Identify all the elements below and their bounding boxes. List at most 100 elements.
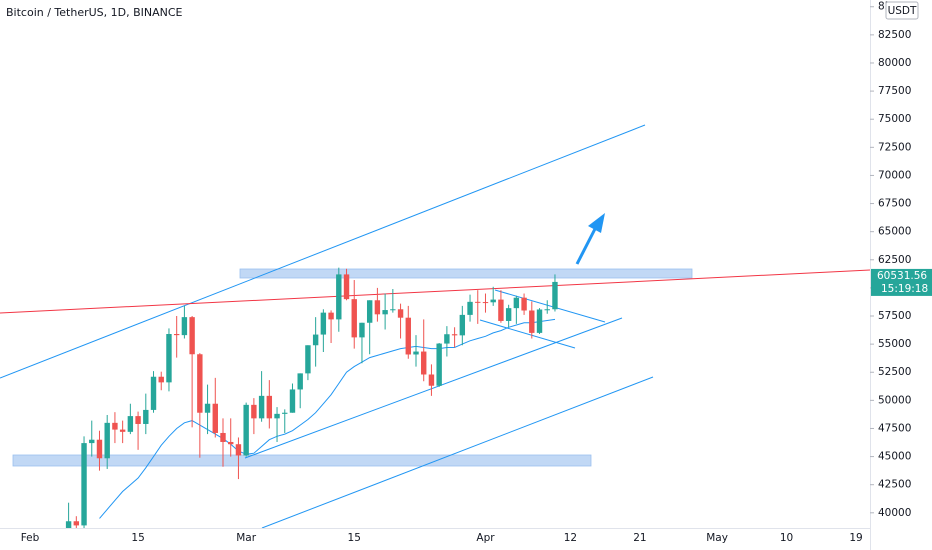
countdown: 15:19:18 xyxy=(881,283,928,295)
arrow-shaft xyxy=(575,224,599,265)
y-tick-label: 72500 xyxy=(878,141,911,153)
candle-body xyxy=(228,441,234,445)
candle-body xyxy=(150,376,157,410)
y-tick-label: 50000 xyxy=(878,394,911,406)
x-tick-label: 15 xyxy=(131,532,144,544)
candle-body xyxy=(529,310,535,333)
y-tick-label: 45000 xyxy=(878,451,911,463)
candle-body xyxy=(135,416,141,424)
candle-body xyxy=(305,345,311,374)
candle-body xyxy=(166,334,172,383)
wedge-upper xyxy=(494,289,606,323)
candle-body xyxy=(405,317,411,355)
candle-body xyxy=(366,300,373,323)
candle-body xyxy=(374,300,381,315)
candle-body xyxy=(197,354,203,413)
y-tick-label: 65000 xyxy=(878,226,911,238)
y-tick-label: 70000 xyxy=(878,169,911,181)
candle-body xyxy=(173,334,180,336)
x-tick-label: 19 xyxy=(849,532,862,544)
candle-body xyxy=(81,443,87,526)
x-tick-label: 21 xyxy=(633,532,646,544)
candle-body xyxy=(505,308,512,321)
candle-body xyxy=(351,299,357,338)
series xyxy=(65,267,558,528)
y-tick-label: 47500 xyxy=(878,422,911,434)
x-tick-label: 10 xyxy=(780,532,793,544)
candle-body xyxy=(89,439,95,444)
candle-body xyxy=(513,297,520,309)
candle-body xyxy=(297,373,303,390)
candle-body xyxy=(127,416,134,432)
chart-title: Bitcoin / TetherUS, 1D, BINANCE xyxy=(6,6,183,19)
last-price: 60531.56 xyxy=(877,270,927,282)
candle-body xyxy=(359,322,365,338)
channel-middle xyxy=(244,317,623,459)
candle-body xyxy=(390,309,396,311)
candle-body xyxy=(119,429,126,432)
candle-body xyxy=(73,521,80,526)
candle-body xyxy=(143,409,149,424)
x-tick-label: May xyxy=(706,532,728,544)
candle-body xyxy=(258,395,265,419)
y-tick-label: 75000 xyxy=(878,113,911,125)
candle-body xyxy=(382,310,388,315)
y-tick-label: 52500 xyxy=(878,366,911,378)
candle-body xyxy=(104,422,110,459)
candle-body xyxy=(428,374,435,386)
red-trendline xyxy=(0,269,870,314)
candle-body xyxy=(266,395,273,419)
candle-body xyxy=(336,274,342,320)
x-tick-label: Mar xyxy=(236,532,256,544)
candle-body xyxy=(451,334,458,336)
candle-body xyxy=(251,404,257,419)
candle-body xyxy=(498,299,504,321)
candle-body xyxy=(459,314,466,336)
candle-body xyxy=(413,351,419,355)
candle-body xyxy=(274,413,280,419)
candle-body xyxy=(490,299,496,303)
y-tick-label: 62500 xyxy=(878,254,911,266)
candle-body xyxy=(96,439,103,459)
candle-body xyxy=(436,343,442,386)
candle-body xyxy=(544,309,550,311)
candle-body xyxy=(397,309,404,318)
candle-body xyxy=(289,389,296,413)
support-zone xyxy=(12,454,592,467)
y-tick-label: 57500 xyxy=(878,310,911,322)
last-price-box xyxy=(871,268,932,296)
y-tick-label: 42500 xyxy=(878,479,911,491)
candle-body xyxy=(343,274,350,300)
candle-body xyxy=(243,404,249,456)
y-tick-label: 77500 xyxy=(878,85,911,97)
candle-body xyxy=(536,309,543,333)
candle-body xyxy=(475,301,481,303)
candle-body xyxy=(204,403,211,413)
drawings xyxy=(0,124,870,528)
candle-body xyxy=(421,351,427,375)
channel-lower xyxy=(261,376,654,528)
candle-body xyxy=(235,444,242,456)
currency: USDT xyxy=(888,5,917,17)
candle-body xyxy=(521,297,527,311)
y-tick-label: 67500 xyxy=(878,198,911,210)
candle-body xyxy=(112,422,118,430)
candle-body xyxy=(312,334,319,346)
candle-body xyxy=(444,334,450,344)
x-tick-label: 15 xyxy=(348,532,361,544)
candle-body xyxy=(65,521,72,528)
axes: 40000 42500 45000 47500 50000 52500 55000 57500… xyxy=(21,1,932,544)
candle-body xyxy=(320,312,327,335)
y-tick-label: 40000 xyxy=(878,507,911,519)
candle-body xyxy=(181,317,188,336)
y-tick-label: 82500 xyxy=(878,29,911,41)
resistance-zone xyxy=(239,268,693,279)
x-tick-label: Feb xyxy=(21,532,40,544)
candle-body xyxy=(467,301,473,315)
channel-upper xyxy=(0,124,646,379)
candle-body xyxy=(220,432,226,442)
y-tick-label: 55000 xyxy=(878,338,911,350)
wedge-lower xyxy=(479,319,576,349)
candle-body xyxy=(158,376,164,383)
